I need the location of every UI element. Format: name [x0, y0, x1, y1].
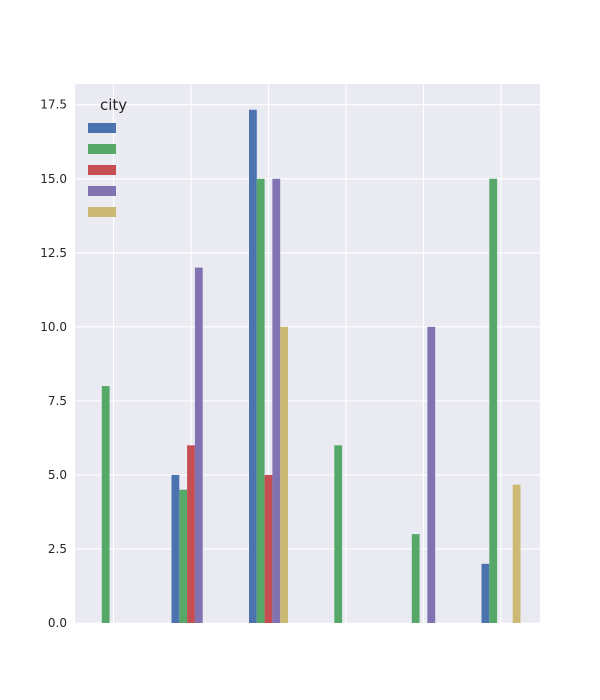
plot-background [75, 84, 540, 623]
legend-swatch [88, 123, 116, 133]
bar-series-2 [256, 178, 265, 623]
grid [75, 84, 540, 624]
bar-series-2 [101, 386, 110, 623]
bar-series-4 [272, 178, 281, 623]
bar-series-2 [334, 445, 343, 623]
bar-series-1 [481, 563, 490, 623]
legend-title: city [100, 96, 127, 114]
y-tick-label: 10.0 [40, 320, 67, 334]
bar-series-1 [249, 109, 257, 623]
legend-swatch [88, 186, 116, 196]
y-tick-label: 7.5 [48, 394, 67, 408]
y-tick-label: 17.5 [40, 98, 67, 112]
bar-series-4 [194, 267, 203, 623]
y-tick-label: 5.0 [48, 468, 67, 482]
bars [101, 109, 521, 623]
bar-series-3 [264, 474, 273, 623]
bar-series-4 [427, 326, 436, 623]
bar-series-5 [512, 484, 521, 623]
y-tick-labels: 0.0 2.5 5.0 7.5 10.0 12.5 15.0 17.5 [40, 98, 67, 630]
bar-series-2 [489, 178, 498, 623]
y-tick-label: 2.5 [48, 542, 67, 556]
bar-series-2 [411, 534, 420, 623]
y-tick-label: 15.0 [40, 172, 67, 186]
legend-swatch [88, 144, 116, 154]
bar-series-1 [171, 474, 180, 623]
bar-series-5 [280, 326, 288, 623]
bar-series-2 [179, 489, 188, 623]
legend-swatch [88, 165, 116, 175]
legend: city [88, 96, 127, 217]
bar-series-3 [187, 445, 195, 623]
y-tick-label: 0.0 [48, 616, 67, 630]
legend-swatch [88, 207, 116, 217]
y-tick-label: 12.5 [40, 246, 67, 260]
